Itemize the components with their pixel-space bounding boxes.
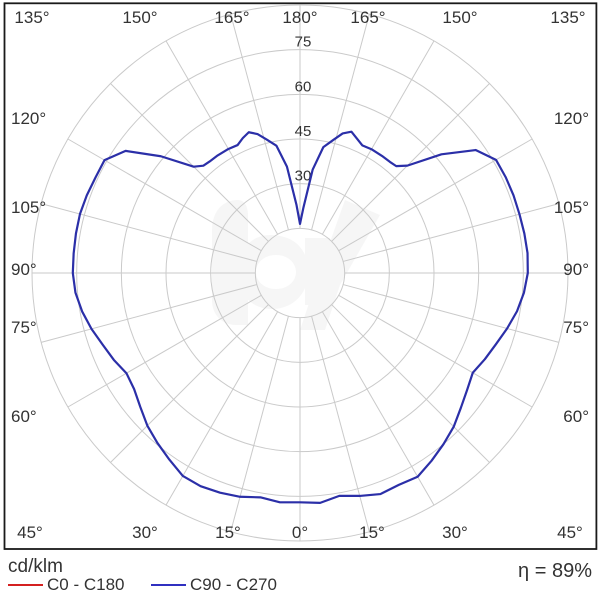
svg-text:105°: 105° <box>554 198 589 217</box>
svg-text:C90 - C270: C90 - C270 <box>190 575 277 594</box>
svg-text:150°: 150° <box>122 8 157 27</box>
svg-text:75: 75 <box>295 34 312 51</box>
svg-text:cd/klm: cd/klm <box>8 556 63 577</box>
svg-text:η = 89%: η = 89% <box>518 560 592 582</box>
svg-text:C0 - C180: C0 - C180 <box>47 575 124 594</box>
svg-text:120°: 120° <box>554 109 589 128</box>
svg-text:15°: 15° <box>215 523 241 542</box>
svg-text:135°: 135° <box>14 8 49 27</box>
svg-text:45: 45 <box>295 123 312 140</box>
svg-text:120°: 120° <box>11 109 46 128</box>
svg-text:0°: 0° <box>292 523 308 542</box>
svg-text:180°: 180° <box>282 8 317 27</box>
svg-text:45°: 45° <box>557 523 583 542</box>
svg-text:30°: 30° <box>132 523 158 542</box>
svg-text:60°: 60° <box>563 407 589 426</box>
svg-text:150°: 150° <box>442 8 477 27</box>
svg-text:90°: 90° <box>563 260 589 279</box>
svg-text:165°: 165° <box>350 8 385 27</box>
svg-text:15°: 15° <box>359 523 385 542</box>
svg-text:75°: 75° <box>11 318 37 337</box>
svg-text:30°: 30° <box>442 523 468 542</box>
svg-text:45°: 45° <box>17 523 43 542</box>
svg-text:90°: 90° <box>11 260 37 279</box>
svg-text:60°: 60° <box>11 407 37 426</box>
svg-text:105°: 105° <box>11 198 46 217</box>
svg-text:135°: 135° <box>550 8 585 27</box>
svg-text:60: 60 <box>295 78 312 95</box>
svg-text:75°: 75° <box>563 318 589 337</box>
svg-text:165°: 165° <box>214 8 249 27</box>
